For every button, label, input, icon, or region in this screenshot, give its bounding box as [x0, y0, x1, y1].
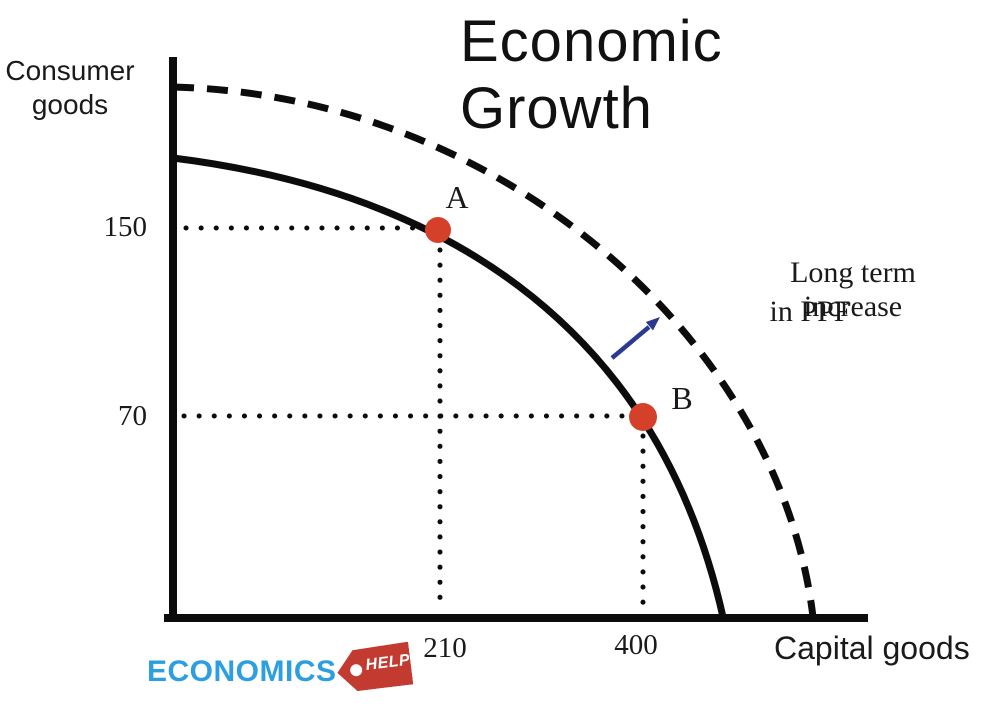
growth-arrow-head — [645, 317, 660, 331]
x-axis-label: Capital goods — [774, 630, 970, 666]
y-axis-label: Consumer goods — [5, 55, 135, 121]
annotation-line-2: in PPF — [769, 295, 851, 328]
point-a-dot — [425, 217, 451, 243]
y-tick-150: 150 — [103, 211, 148, 243]
growth-arrow-shaft — [610, 325, 651, 360]
logo-tag-text: HELP — [364, 651, 412, 674]
point-a-label: A — [445, 179, 469, 215]
chart-title: Economic Growth — [460, 9, 723, 141]
logo-brand-text: ECONOMICS — [147, 655, 337, 688]
tag-hole-icon — [350, 664, 363, 677]
x-tick-400: 400 — [614, 629, 658, 661]
annotation-line-1: Long term increase — [790, 256, 916, 323]
point-b-label: B — [671, 380, 693, 416]
ppf-curve-solid — [172, 154, 727, 618]
y-tick-70: 70 — [118, 400, 147, 432]
ppf-curve-dashed — [172, 83, 817, 618]
point-b-dot — [629, 403, 657, 431]
x-tick-210: 210 — [423, 632, 467, 664]
